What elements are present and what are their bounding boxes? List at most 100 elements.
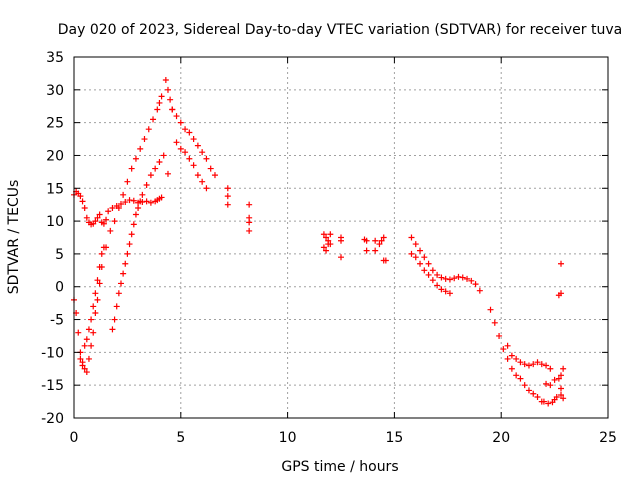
data-point <box>412 241 419 248</box>
data-point <box>378 237 385 244</box>
series-scattered <box>162 76 253 234</box>
series-arc-g <box>408 234 483 294</box>
data-point <box>81 365 88 372</box>
data-point <box>246 201 253 208</box>
data-point <box>246 219 253 226</box>
data-point <box>521 361 528 368</box>
data-point <box>132 211 139 218</box>
y-tick-label: 35 <box>46 50 64 66</box>
data-point <box>113 303 120 310</box>
data-point <box>137 198 144 205</box>
data-point <box>96 280 103 287</box>
series-arc-c <box>71 244 107 366</box>
data-point <box>459 274 466 281</box>
data-point <box>543 380 550 387</box>
data-point <box>382 257 389 264</box>
data-point <box>122 260 129 267</box>
data-point <box>124 250 131 257</box>
data-point <box>164 86 171 93</box>
data-point <box>421 267 428 274</box>
y-tick-label: 25 <box>46 116 64 132</box>
data-point <box>517 359 524 366</box>
series-arc-e <box>164 86 218 179</box>
data-point <box>90 329 97 336</box>
y-tick-label: -20 <box>41 411 64 427</box>
data-point <box>446 276 453 283</box>
data-point <box>94 277 101 284</box>
data-point <box>530 361 537 368</box>
data-point <box>224 201 231 208</box>
data-point <box>246 227 253 234</box>
y-axis-label: SDTVAR / TECUs <box>6 180 22 295</box>
data-point <box>139 191 146 198</box>
data-point <box>122 199 129 206</box>
data-point <box>545 400 552 407</box>
series-arc-l <box>543 260 567 392</box>
data-point <box>320 231 327 238</box>
data-point <box>224 185 231 192</box>
series-arc-j <box>504 342 554 372</box>
data-point <box>92 290 99 297</box>
data-point <box>88 342 95 349</box>
data-point <box>109 326 116 333</box>
data-point <box>130 221 137 228</box>
data-point <box>203 185 210 192</box>
data-point <box>504 355 511 362</box>
data-point <box>90 303 97 310</box>
data-point <box>327 241 334 248</box>
data-point <box>517 375 524 382</box>
data-point <box>199 149 206 156</box>
x-axis-label: GPS time / hours <box>281 459 398 475</box>
data-point <box>77 355 84 362</box>
series-cluster-14 <box>361 234 389 264</box>
data-point <box>376 241 383 248</box>
data-point <box>162 76 169 83</box>
data-point <box>156 99 163 106</box>
data-point <box>92 218 99 225</box>
data-point <box>186 129 193 136</box>
data-point <box>560 395 567 402</box>
data-point <box>442 288 449 295</box>
data-point <box>491 319 498 326</box>
data-point <box>446 290 453 297</box>
data-point <box>83 336 90 343</box>
data-point <box>145 126 152 133</box>
data-point <box>154 106 161 113</box>
data-point <box>130 197 137 204</box>
data-point <box>553 393 560 400</box>
data-point <box>83 214 90 221</box>
data-point <box>434 282 441 289</box>
data-point <box>190 162 197 169</box>
y-tick-label: 5 <box>55 247 64 263</box>
data-point <box>115 290 122 297</box>
data-point <box>513 355 520 362</box>
data-point <box>425 260 432 267</box>
data-point <box>207 165 214 172</box>
data-point <box>464 275 471 282</box>
data-point <box>190 136 197 143</box>
data-point <box>558 260 565 267</box>
chart-title: Day 020 of 2023, Sidereal Day-to-day VTE… <box>58 22 622 38</box>
data-point <box>85 326 92 333</box>
series-arc-i <box>487 306 545 405</box>
data-point <box>85 355 92 362</box>
data-point <box>508 352 515 359</box>
data-point <box>103 216 110 223</box>
data-point <box>182 149 189 156</box>
series-arc-h <box>408 250 453 297</box>
data-point <box>194 142 201 149</box>
data-point <box>105 208 112 215</box>
y-tick-label: 20 <box>46 148 64 164</box>
data-point <box>117 280 124 287</box>
data-point <box>164 170 171 177</box>
data-point <box>143 198 150 205</box>
data-point <box>487 306 494 313</box>
data-point <box>525 362 532 369</box>
data-points <box>71 76 567 407</box>
data-point <box>126 197 133 204</box>
y-tick-label: -5 <box>50 313 64 329</box>
data-point <box>560 365 567 372</box>
data-point <box>186 155 193 162</box>
data-point <box>555 375 562 382</box>
